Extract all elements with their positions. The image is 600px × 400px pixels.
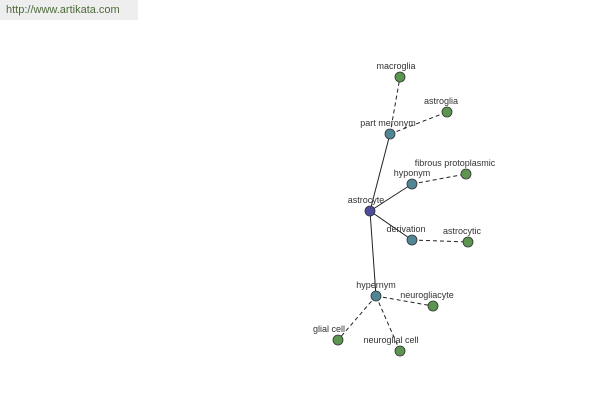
term-node[interactable] [332,334,344,346]
term-node[interactable] [441,106,453,118]
term-node[interactable] [394,71,406,83]
node-label[interactable]: part meronym [360,118,416,128]
edge [369,210,413,241]
node-label[interactable]: glial cell [313,324,345,334]
edges [337,76,469,352]
term-node[interactable] [462,236,474,248]
relation-node[interactable] [370,290,382,302]
term-node[interactable] [427,300,439,312]
node-label[interactable]: hypernym [356,280,396,290]
edge [369,210,377,297]
edge [369,133,391,212]
edge [369,183,413,212]
relation-node[interactable] [406,234,418,246]
edge [389,76,401,135]
edge [375,295,401,352]
edge [375,295,434,307]
node-label[interactable]: astrocytic [443,226,482,236]
node-label[interactable]: neurogliacyte [400,290,454,300]
node-label[interactable]: macroglia [376,61,415,71]
node-label[interactable]: astroglia [424,96,458,106]
center-node[interactable] [364,205,376,217]
nodes: astrocyte part meronym macroglia astroglia h… [313,61,496,357]
edge [337,295,377,341]
node-label[interactable]: neuroglial cell [363,335,418,345]
node-label[interactable]: hyponym [394,168,431,178]
edge [411,239,469,243]
site-url[interactable]: http://www.artikata.com [0,0,138,20]
edge [389,111,448,135]
relation-node[interactable] [384,128,396,140]
edge [411,173,467,185]
node-label[interactable]: fibrous protoplasmic [415,158,496,168]
node-label[interactable]: astrocyte [348,195,385,205]
term-node[interactable] [394,345,406,357]
term-node[interactable] [460,168,472,180]
node-label[interactable]: derivation [386,224,425,234]
relation-node[interactable] [406,178,418,190]
